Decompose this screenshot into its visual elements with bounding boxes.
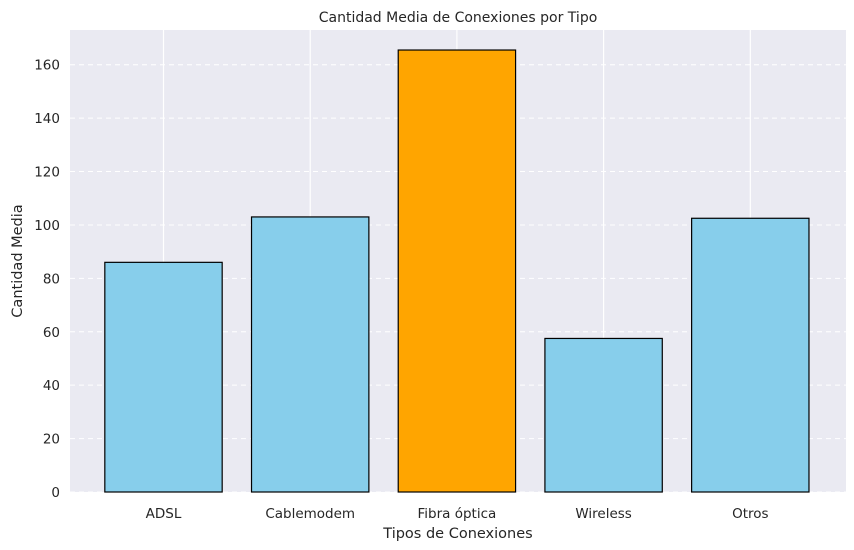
y-tick-label: 100 bbox=[34, 218, 60, 234]
bar bbox=[544, 337, 663, 493]
y-tick-label: 80 bbox=[43, 271, 60, 287]
y-tick-label: 40 bbox=[43, 378, 60, 394]
y-tick-label: 60 bbox=[43, 325, 60, 341]
bar bbox=[104, 261, 223, 493]
x-tick-label: ADSL bbox=[146, 506, 182, 522]
x-tick-labels: ADSL Cablemodem Fibra óptica Wireless Otros bbox=[146, 506, 769, 522]
bars bbox=[104, 49, 810, 493]
y-tick-label: 0 bbox=[51, 485, 60, 501]
y-tick-label: 160 bbox=[34, 58, 60, 74]
y-tick-label: 140 bbox=[34, 111, 60, 127]
y-axis-label: Cantidad Media bbox=[10, 204, 26, 317]
bar bbox=[397, 49, 517, 493]
x-tick-label: Otros bbox=[732, 506, 768, 522]
bar bbox=[250, 216, 370, 493]
x-tick-label: Cablemodem bbox=[265, 506, 355, 522]
bar bbox=[691, 217, 810, 493]
y-tick-labels: 0 20 40 60 80 100 120 140 160 bbox=[34, 58, 60, 501]
y-tick-label: 20 bbox=[43, 432, 60, 448]
chart-title: Cantidad Media de Conexiones por Tipo bbox=[319, 10, 598, 26]
x-axis-label: Tipos de Conexiones bbox=[382, 526, 532, 542]
x-tick-label: Wireless bbox=[575, 506, 632, 522]
x-tick-label: Fibra óptica bbox=[418, 506, 497, 522]
y-tick-label: 120 bbox=[34, 165, 60, 181]
